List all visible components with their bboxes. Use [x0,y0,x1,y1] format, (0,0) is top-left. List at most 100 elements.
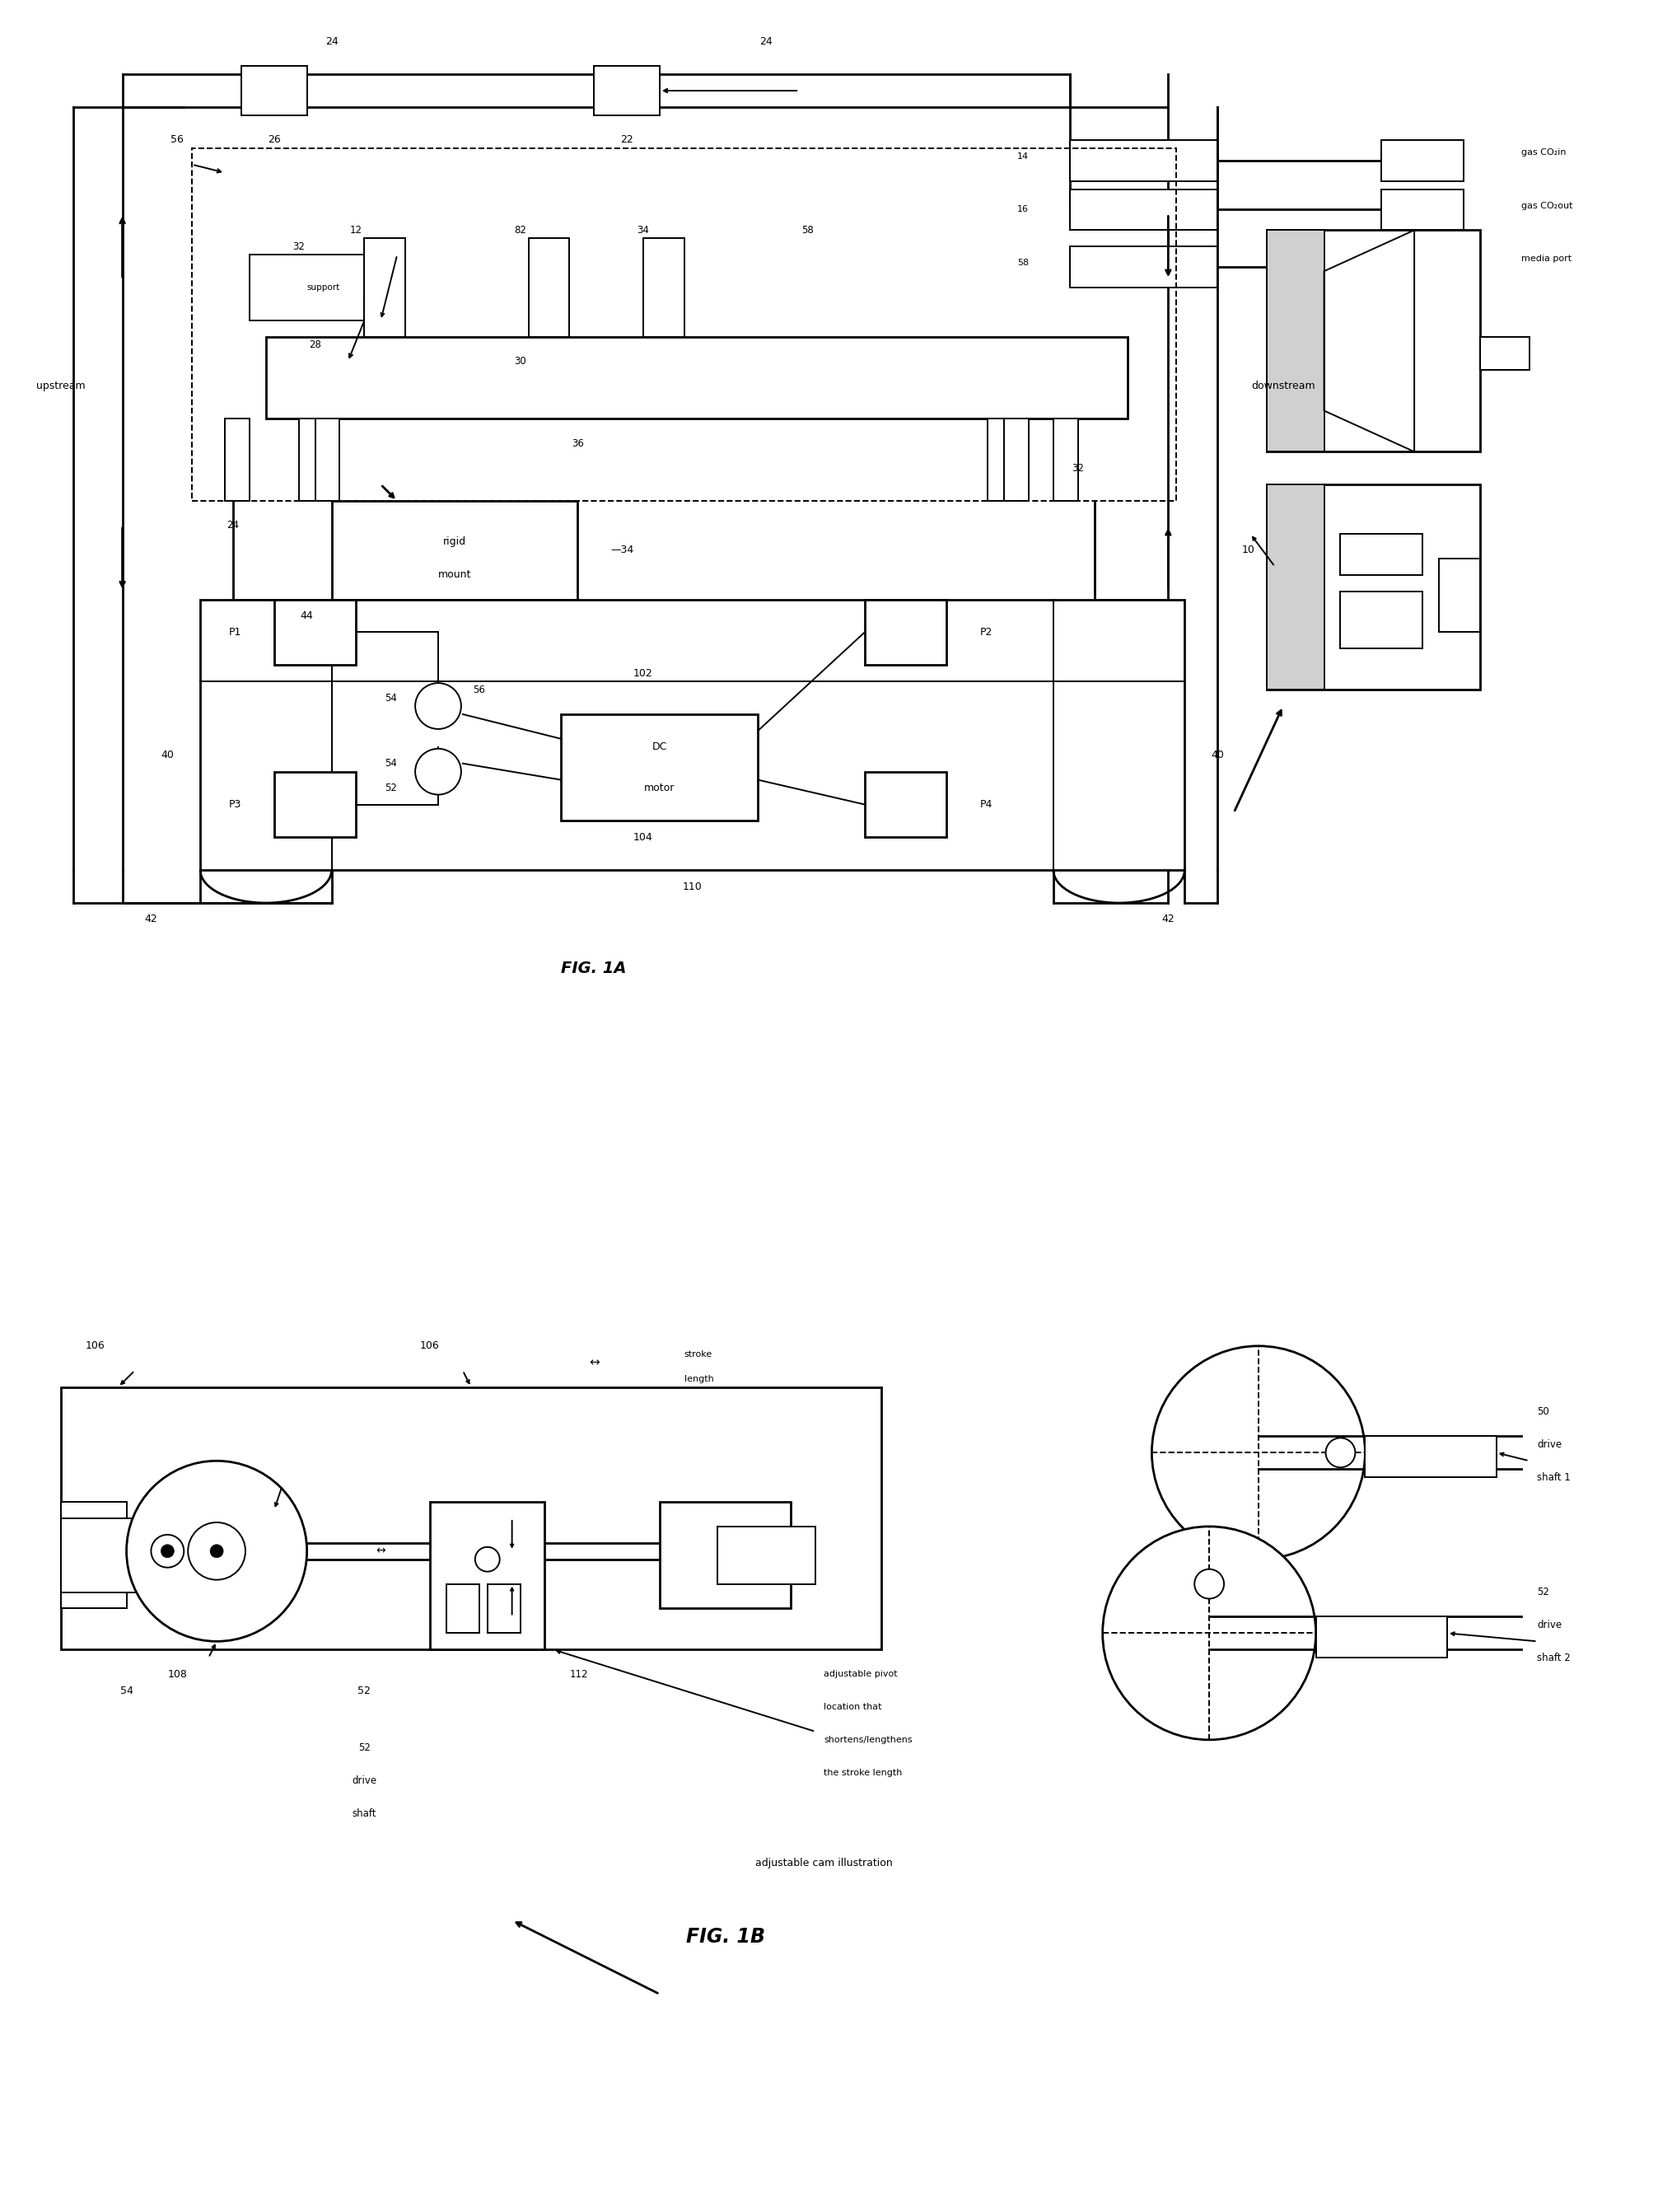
Text: 32: 32 [1072,462,1083,473]
Circle shape [475,1546,500,1571]
Text: ↔: ↔ [376,1546,385,1557]
Circle shape [415,684,461,730]
Text: —34: —34 [610,544,634,555]
Text: 34: 34 [637,226,649,234]
Text: 40: 40 [1211,750,1224,761]
Circle shape [161,1544,174,1557]
Bar [659,1502,791,1608]
Text: shaft 2: shaft 2 [1537,1652,1570,1663]
Bar [60,1502,127,1608]
Text: P2: P2 [980,626,991,637]
Text: rigid: rigid [443,538,466,546]
Bar [1364,1436,1495,1478]
Text: drive: drive [1537,1440,1562,1449]
Text: P1: P1 [229,626,241,637]
Text: 58: 58 [1017,259,1028,268]
Text: 12: 12 [349,226,363,234]
Bar [364,239,405,336]
Circle shape [415,748,461,794]
Bar [299,418,323,500]
Bar [1003,418,1028,500]
Bar [1266,230,1324,451]
Text: downstream: downstream [1251,380,1314,392]
Text: support: support [306,283,339,292]
Text: 58: 58 [801,226,813,234]
Text: 24: 24 [759,35,772,46]
Bar [274,599,356,666]
Bar [1339,591,1421,648]
Bar [1070,190,1217,230]
Circle shape [1102,1526,1316,1741]
Text: FIG. 1A: FIG. 1A [562,960,627,975]
Text: adjustable cam illustration: adjustable cam illustration [754,1858,891,1869]
Text: P4: P4 [980,799,991,810]
Bar [1070,139,1217,181]
Text: media port: media port [1520,254,1570,263]
Text: shaft 1: shaft 1 [1537,1471,1570,1482]
Bar [864,772,946,838]
Text: 54: 54 [385,759,396,770]
Bar [560,714,757,821]
Text: 112: 112 [568,1668,587,1679]
Bar [864,599,946,666]
Text: 52: 52 [358,1686,371,1697]
Text: FIG. 1B: FIG. 1B [686,1927,764,1947]
Text: gas CO₂out: gas CO₂out [1520,201,1572,210]
Text: 42: 42 [144,914,157,925]
Text: 32: 32 [293,241,304,252]
Text: 56: 56 [473,684,485,695]
Circle shape [187,1522,246,1579]
Text: 52: 52 [385,783,396,794]
Bar [1480,336,1528,369]
Text: 106: 106 [85,1340,105,1352]
Text: 54: 54 [385,692,396,703]
Text: 106: 106 [420,1340,440,1352]
Bar [487,1584,520,1632]
Bar [644,239,684,336]
Text: 56: 56 [171,135,184,146]
Bar [1266,484,1480,690]
Text: shaft: shaft [353,1807,376,1818]
Bar [1070,246,1217,288]
Text: 16: 16 [1017,206,1028,215]
Bar [224,418,249,500]
Text: 24: 24 [227,520,239,531]
Text: 24: 24 [324,35,338,46]
Bar [364,296,405,336]
Text: 102: 102 [634,668,652,679]
Circle shape [150,1535,184,1568]
Text: shortens/lengthens: shortens/lengthens [823,1736,911,1743]
Text: drive: drive [351,1776,376,1785]
Bar [314,418,339,500]
Bar [594,66,659,115]
Text: length: length [684,1374,714,1382]
Circle shape [1194,1568,1224,1599]
Bar [274,772,356,838]
Circle shape [1324,1438,1354,1467]
Bar [249,254,396,321]
Bar [201,599,1184,869]
Bar [1381,190,1463,230]
Text: DC: DC [652,741,667,752]
Circle shape [1152,1345,1364,1559]
Text: the stroke length: the stroke length [823,1770,901,1776]
Text: stroke: stroke [684,1349,712,1358]
Circle shape [211,1544,222,1557]
Bar [986,418,1012,500]
Bar [331,500,577,599]
Text: 50: 50 [1537,1407,1548,1418]
Text: 40: 40 [161,750,174,761]
Text: 42: 42 [1160,914,1174,925]
Text: adjustable pivot: adjustable pivot [823,1670,898,1679]
Bar [241,66,306,115]
Bar [1316,1617,1446,1657]
Text: 110: 110 [682,880,702,891]
Text: 14: 14 [1017,153,1028,161]
Text: 44: 44 [301,611,313,622]
Bar [60,1387,881,1650]
Text: 54: 54 [120,1686,134,1697]
Text: 52: 52 [358,1743,370,1754]
Text: 30: 30 [513,356,527,367]
Bar [60,1517,176,1593]
Bar [1266,230,1480,451]
